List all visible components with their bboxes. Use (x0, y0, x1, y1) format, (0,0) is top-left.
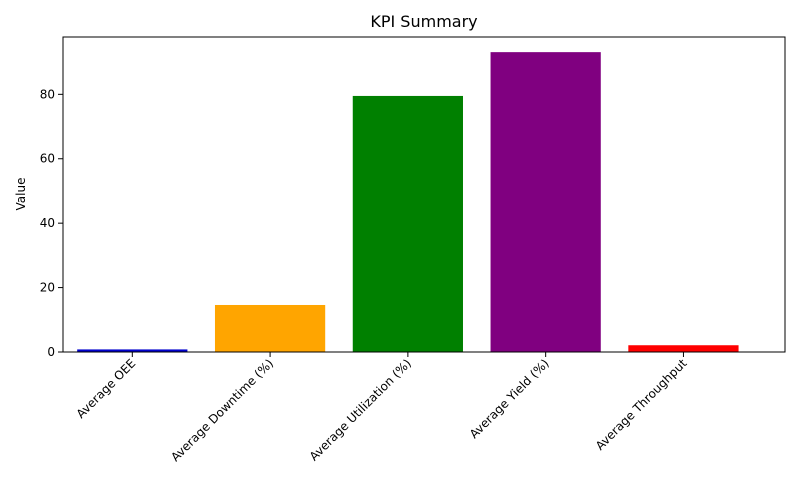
y-tick-label-4: 80 (40, 87, 55, 101)
bar-4 (628, 345, 739, 352)
x-tick-label-0: Average OEE (74, 356, 139, 421)
plot-area: 0 20 40 60 80 Average OEE Average Downtime (%)… (40, 36, 786, 464)
bar-3 (490, 52, 601, 352)
x-tick-label-2: Average Utilization (%) (307, 356, 414, 463)
bar-2 (352, 95, 463, 352)
y-tick-label-3: 60 (40, 152, 55, 166)
y-tick-label-2: 40 (40, 216, 55, 230)
x-tick-label-4: Average Throughput (593, 356, 690, 453)
bar-0 (77, 349, 188, 352)
x-tick-label-1: Average Downtime (%) (168, 356, 276, 464)
y-tick-label-1: 20 (40, 281, 55, 295)
y-tick-label-0: 0 (47, 345, 55, 359)
y-axis-label: Value (14, 178, 28, 211)
x-tick-label-3: Average Yield (%) (467, 356, 552, 441)
plot-frame (62, 36, 786, 353)
bar-1 (214, 304, 326, 352)
chart-title: KPI Summary (370, 12, 477, 31)
